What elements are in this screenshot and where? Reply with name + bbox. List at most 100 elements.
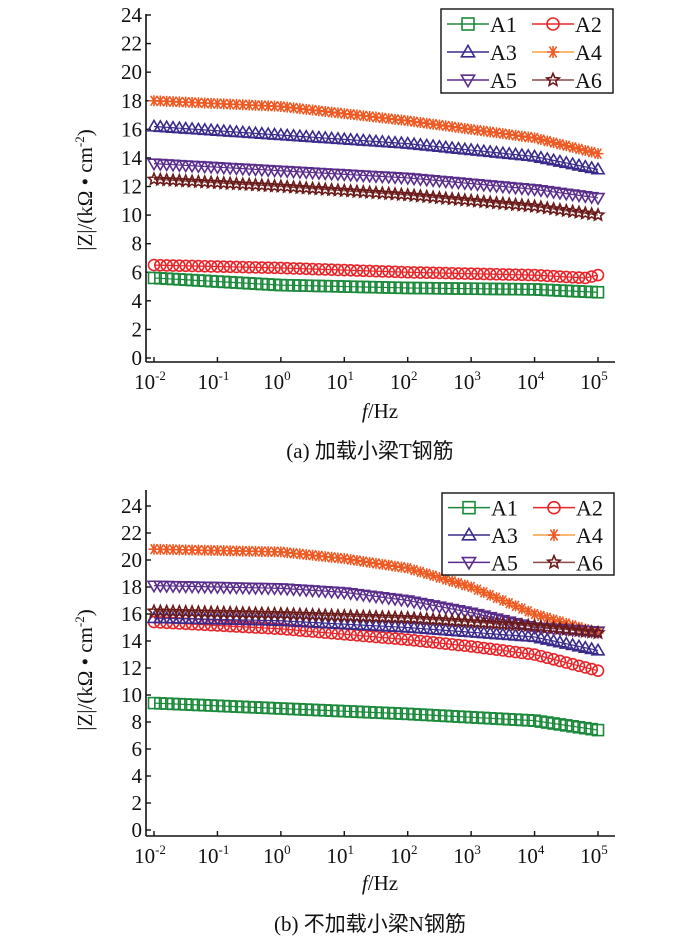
data-point xyxy=(452,710,465,723)
y-tick-label: 22 xyxy=(121,521,142,545)
data-point xyxy=(553,284,567,297)
data-point xyxy=(205,544,217,556)
y-tick-label: 22 xyxy=(121,32,142,56)
data-point xyxy=(502,282,516,296)
data-point xyxy=(535,133,547,145)
data-point xyxy=(255,701,269,714)
data-point xyxy=(268,278,281,292)
data-point xyxy=(160,259,173,272)
data-point xyxy=(345,108,357,120)
x-tick-base: 10 xyxy=(198,370,219,394)
data-point xyxy=(294,548,306,560)
data-point xyxy=(319,551,331,563)
data-point xyxy=(337,263,351,277)
data-point xyxy=(585,722,598,736)
data-point xyxy=(242,260,256,274)
data-point xyxy=(338,553,350,565)
data-point xyxy=(533,630,549,644)
data-point xyxy=(464,640,478,653)
data-point xyxy=(446,575,458,587)
data-point xyxy=(590,192,606,206)
data-point xyxy=(401,633,415,646)
data-point xyxy=(357,264,370,278)
data-point xyxy=(369,264,383,278)
data-point xyxy=(420,635,434,648)
x-tick-base: 10 xyxy=(453,370,474,394)
data-point xyxy=(559,719,573,732)
data-point xyxy=(154,95,166,107)
x-axis-label-unit: /Hz xyxy=(368,871,398,895)
legend-label: A3 xyxy=(490,40,517,65)
data-point xyxy=(331,263,345,277)
data-point xyxy=(332,552,344,564)
data-point xyxy=(528,283,541,296)
data-point xyxy=(584,160,600,174)
x-tick-base: 10 xyxy=(453,844,474,868)
x-tick-label: 102 xyxy=(390,842,418,868)
data-point xyxy=(439,709,453,723)
y-tick-label: 14 xyxy=(121,146,143,170)
data-point xyxy=(243,99,255,111)
data-point xyxy=(376,265,389,278)
x-tick-label: 105 xyxy=(580,842,608,868)
data-point xyxy=(236,260,250,274)
data-point xyxy=(552,153,568,167)
series-A3 xyxy=(146,610,606,656)
data-point xyxy=(218,98,230,110)
x-tick-label: 10-1 xyxy=(198,368,230,394)
data-point xyxy=(376,631,389,644)
data-point xyxy=(369,706,383,719)
data-point xyxy=(414,708,427,721)
y-tick-label: 4 xyxy=(132,289,143,313)
data-point xyxy=(382,631,395,645)
legend-label: A1 xyxy=(491,496,518,521)
data-point xyxy=(445,709,459,723)
data-point xyxy=(262,100,274,112)
data-point xyxy=(148,95,160,107)
y-tick-label: 0 xyxy=(132,346,143,370)
data-point xyxy=(350,280,364,294)
data-point xyxy=(433,266,446,280)
data-point xyxy=(395,281,408,295)
series-A6 xyxy=(146,603,606,640)
data-point xyxy=(445,266,459,280)
data-point xyxy=(553,654,567,668)
data-point xyxy=(154,697,167,710)
x-tick-exponent: 4 xyxy=(538,842,545,857)
data-point xyxy=(351,555,363,567)
data-point xyxy=(439,637,453,651)
data-point xyxy=(559,270,573,284)
data-point xyxy=(230,98,242,110)
data-point xyxy=(439,266,453,280)
data-point xyxy=(496,644,510,657)
data-point xyxy=(185,698,199,712)
data-point xyxy=(249,261,262,274)
data-point xyxy=(445,282,459,295)
data-point xyxy=(357,110,369,122)
legend-marker-asterisk-icon xyxy=(548,529,560,541)
data-point xyxy=(186,96,198,108)
data-point xyxy=(534,649,548,663)
data-point xyxy=(471,640,484,654)
data-point xyxy=(161,543,173,555)
y-axis-label-sup: -2 xyxy=(72,616,87,627)
data-point xyxy=(484,589,496,601)
data-point xyxy=(490,643,503,656)
data-point xyxy=(173,259,186,272)
data-point xyxy=(433,572,445,584)
data-point xyxy=(539,632,555,645)
data-point xyxy=(204,274,218,288)
data-point xyxy=(236,620,250,634)
data-point xyxy=(426,281,440,295)
data-point xyxy=(364,110,376,122)
data-point xyxy=(433,636,446,650)
data-point xyxy=(502,268,516,281)
data-point xyxy=(421,568,433,580)
x-tick-base: 10 xyxy=(517,370,538,394)
x-tick-exponent: 2 xyxy=(411,842,418,857)
data-point xyxy=(280,623,294,636)
data-point xyxy=(458,710,472,724)
data-point xyxy=(383,113,395,125)
x-tick-exponent: 0 xyxy=(284,842,291,857)
data-point xyxy=(592,148,604,160)
